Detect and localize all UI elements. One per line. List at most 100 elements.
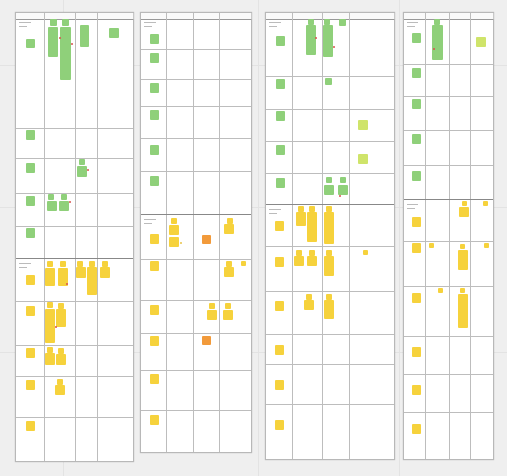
- sticky-note[interactable]: [326, 250, 332, 256]
- sticky-note[interactable]: [358, 154, 368, 164]
- sticky-note[interactable]: [87, 267, 97, 295]
- sticky-note[interactable]: [326, 206, 332, 212]
- sticky-note[interactable]: [275, 221, 284, 231]
- sticky-note[interactable]: [307, 256, 317, 266]
- sticky-note[interactable]: [225, 303, 231, 309]
- sticky-note[interactable]: [306, 294, 312, 300]
- sticky-note[interactable]: [476, 37, 486, 47]
- sticky-note[interactable]: [60, 27, 71, 80]
- sticky-note[interactable]: [294, 256, 304, 266]
- sticky-note[interactable]: [58, 303, 64, 309]
- sticky-note[interactable]: [432, 25, 443, 60]
- sticky-note[interactable]: [275, 380, 284, 390]
- sticky-note[interactable]: [169, 237, 179, 247]
- sticky-note[interactable]: [45, 268, 55, 286]
- sticky-note[interactable]: [483, 201, 488, 206]
- sticky-note[interactable]: [224, 267, 234, 277]
- sticky-note[interactable]: [296, 212, 306, 226]
- sticky-note[interactable]: [47, 302, 53, 308]
- sticky-note[interactable]: [76, 267, 86, 278]
- sticky-note[interactable]: [150, 374, 159, 384]
- column-header[interactable]: [450, 13, 471, 20]
- sticky-note[interactable]: [224, 224, 234, 234]
- sticky-note[interactable]: [412, 293, 421, 303]
- sticky-note[interactable]: [276, 36, 285, 46]
- sticky-note[interactable]: [56, 354, 66, 365]
- sticky-note[interactable]: [358, 120, 368, 130]
- sticky-note[interactable]: [412, 99, 421, 109]
- sticky-note[interactable]: [434, 19, 440, 25]
- sticky-note[interactable]: [275, 301, 284, 311]
- column-header[interactable]: [167, 13, 194, 20]
- kanban-board-4[interactable]: [403, 12, 494, 460]
- sticky-note[interactable]: [150, 176, 159, 186]
- sticky-note[interactable]: [324, 300, 334, 319]
- column-header[interactable]: [76, 13, 98, 20]
- sticky-note[interactable]: [48, 27, 58, 57]
- sticky-note[interactable]: [207, 310, 217, 320]
- sticky-note[interactable]: [412, 134, 421, 144]
- sticky-note[interactable]: [26, 163, 35, 173]
- sticky-note[interactable]: [339, 19, 346, 26]
- sticky-note[interactable]: [26, 421, 35, 431]
- sticky-note[interactable]: [458, 250, 468, 270]
- column-header[interactable]: [220, 13, 252, 20]
- kanban-board-3[interactable]: [265, 12, 395, 460]
- sticky-note[interactable]: [324, 185, 334, 195]
- sticky-note[interactable]: [306, 25, 316, 55]
- sticky-note[interactable]: [100, 267, 110, 278]
- sticky-note[interactable]: [412, 171, 421, 181]
- sticky-note[interactable]: [102, 261, 108, 267]
- sticky-note[interactable]: [60, 261, 66, 267]
- sticky-note[interactable]: [412, 217, 421, 227]
- column-header[interactable]: [350, 13, 395, 20]
- sticky-note[interactable]: [241, 261, 246, 266]
- sticky-note[interactable]: [26, 380, 35, 390]
- sticky-note[interactable]: [438, 288, 443, 293]
- column-header[interactable]: [471, 13, 494, 20]
- sticky-note[interactable]: [150, 336, 159, 346]
- kanban-board-1[interactable]: [15, 12, 134, 462]
- sticky-note[interactable]: [47, 261, 53, 267]
- sticky-note[interactable]: [47, 347, 53, 353]
- column-header[interactable]: [194, 13, 220, 20]
- sticky-note[interactable]: [324, 19, 330, 25]
- sticky-note[interactable]: [460, 288, 465, 293]
- column-header[interactable]: [141, 13, 167, 20]
- sticky-note[interactable]: [109, 28, 119, 38]
- sticky-note[interactable]: [55, 385, 65, 395]
- sticky-note[interactable]: [412, 68, 421, 78]
- sticky-note[interactable]: [412, 424, 421, 434]
- sticky-note[interactable]: [298, 206, 304, 212]
- sticky-note[interactable]: [48, 194, 54, 200]
- sticky-note[interactable]: [276, 79, 285, 89]
- sticky-note[interactable]: [276, 111, 285, 121]
- sticky-note[interactable]: [276, 178, 285, 188]
- sticky-note[interactable]: [80, 25, 89, 47]
- sticky-note[interactable]: [296, 250, 302, 256]
- sticky-note[interactable]: [150, 415, 159, 425]
- sticky-note[interactable]: [26, 196, 35, 206]
- sticky-note[interactable]: [324, 212, 334, 244]
- sticky-note[interactable]: [275, 257, 284, 267]
- sticky-note[interactable]: [484, 243, 489, 248]
- sticky-note[interactable]: [79, 159, 85, 165]
- sticky-note[interactable]: [26, 39, 35, 48]
- sticky-note[interactable]: [412, 385, 421, 395]
- sticky-note[interactable]: [460, 244, 465, 249]
- sticky-note[interactable]: [77, 261, 83, 267]
- sticky-note[interactable]: [58, 348, 64, 354]
- sticky-note[interactable]: [45, 309, 55, 343]
- sticky-note[interactable]: [412, 347, 421, 357]
- sticky-note[interactable]: [77, 166, 87, 177]
- sticky-note[interactable]: [202, 235, 211, 244]
- sticky-note[interactable]: [59, 201, 69, 211]
- sticky-note[interactable]: [307, 212, 317, 242]
- sticky-note[interactable]: [412, 243, 421, 253]
- sticky-note[interactable]: [26, 130, 35, 140]
- sticky-note[interactable]: [150, 261, 159, 271]
- sticky-note[interactable]: [304, 300, 314, 310]
- sticky-note[interactable]: [26, 348, 35, 358]
- sticky-note[interactable]: [150, 305, 159, 315]
